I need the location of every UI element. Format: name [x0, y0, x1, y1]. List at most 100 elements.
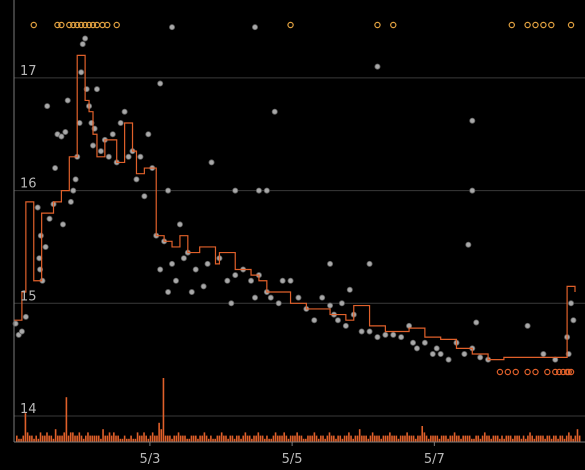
volume-bar: [533, 438, 536, 442]
volume-bar: [160, 429, 163, 442]
volume-bar: [570, 435, 572, 442]
volume-bar: [440, 435, 443, 442]
volume-bar: [283, 432, 286, 442]
volume-bar: [524, 438, 527, 442]
y-tick-labels: 14 15 16 17: [20, 64, 37, 417]
volume-bar: [419, 435, 421, 442]
volume-bar: [89, 435, 91, 442]
trade-point: [59, 221, 66, 228]
volume-bar: [207, 438, 210, 442]
volume-bar: [106, 435, 109, 442]
volume-bar: [257, 432, 260, 442]
volume-bar: [527, 435, 529, 442]
volume-bar: [251, 438, 253, 442]
volume-bar: [503, 438, 505, 442]
volume-bar: [186, 438, 188, 442]
trade-point: [295, 294, 302, 301]
low-marker: [532, 368, 539, 376]
volume-bar: [559, 435, 562, 442]
volume-bar: [365, 435, 367, 442]
volume-bar: [179, 435, 182, 442]
volume-bar: [182, 435, 184, 442]
trade-point: [469, 187, 476, 194]
volume-bar: [576, 429, 579, 442]
volume-bars: [16, 378, 581, 442]
trade-point: [165, 187, 172, 194]
volume-bar: [479, 438, 482, 442]
trade-point: [255, 187, 262, 194]
trade-point: [176, 221, 183, 228]
volume-bar: [578, 435, 581, 442]
volume-bar: [74, 435, 76, 442]
low-marker: [504, 368, 512, 376]
volume-bar: [499, 438, 501, 442]
trade-point: [169, 24, 176, 31]
step-line: [14, 54, 576, 361]
volume-bar: [244, 432, 247, 442]
low-marker: [524, 368, 531, 376]
volume-bar: [509, 435, 512, 442]
volume-bar: [378, 435, 380, 442]
volume-bar: [477, 435, 480, 442]
trade-point: [97, 148, 104, 155]
volume-bar: [341, 438, 344, 442]
volume-bar: [205, 435, 208, 442]
volume-bar: [100, 438, 102, 442]
volume-bar: [26, 432, 29, 442]
trade-point: [232, 272, 239, 279]
volume-bar: [115, 435, 117, 442]
trade-point: [570, 317, 577, 324]
volume-bar: [121, 438, 124, 442]
top-marker: [74, 21, 81, 29]
top-marker: [287, 21, 294, 29]
trade-point: [58, 133, 65, 140]
trade-point: [346, 286, 353, 293]
trade-point: [410, 339, 417, 346]
volume-bar: [436, 435, 439, 442]
volume-bar: [59, 435, 61, 442]
trade-point: [366, 260, 373, 267]
volume-bar: [328, 432, 331, 442]
y-tick-label: 15: [20, 289, 37, 304]
volume-bar: [350, 435, 352, 442]
trade-point: [358, 328, 365, 335]
volume-bar: [565, 435, 568, 442]
volume-bar: [432, 435, 434, 442]
low-marker: [544, 368, 551, 376]
volume-bar: [255, 435, 257, 442]
volume-bar: [449, 435, 452, 442]
low-marker: [555, 368, 563, 376]
volume-bar: [481, 435, 484, 442]
volume-bar: [361, 435, 363, 442]
volume-bar: [132, 438, 135, 442]
top-marker: [540, 21, 547, 29]
volume-bar: [95, 435, 98, 442]
volume-bar: [486, 435, 488, 442]
trade-point: [117, 119, 124, 126]
volume-bar: [473, 438, 475, 442]
top-marker: [30, 21, 37, 29]
volume-bar: [147, 438, 150, 442]
trade-point: [133, 176, 140, 183]
trade-point: [70, 187, 77, 194]
trade-point: [413, 345, 420, 352]
volume-bar: [164, 435, 167, 442]
volume-bar: [123, 435, 126, 442]
trade-point: [421, 339, 428, 346]
volume-bar: [76, 435, 78, 442]
volume-bar: [488, 435, 490, 442]
x-tick-label: 5/5: [282, 452, 303, 467]
top-marker: [524, 21, 531, 29]
volume-bar: [520, 438, 523, 442]
top-marker: [89, 21, 97, 29]
volume-bar: [225, 435, 227, 442]
trade-point: [248, 277, 255, 284]
volume-bar: [16, 435, 18, 442]
volume-bar: [348, 432, 350, 442]
volume-bar: [494, 435, 497, 442]
volume-bar: [367, 438, 370, 442]
volume-bar: [149, 435, 152, 442]
trade-point: [342, 322, 349, 329]
volume-bar: [522, 435, 525, 442]
trade-point: [382, 331, 389, 338]
